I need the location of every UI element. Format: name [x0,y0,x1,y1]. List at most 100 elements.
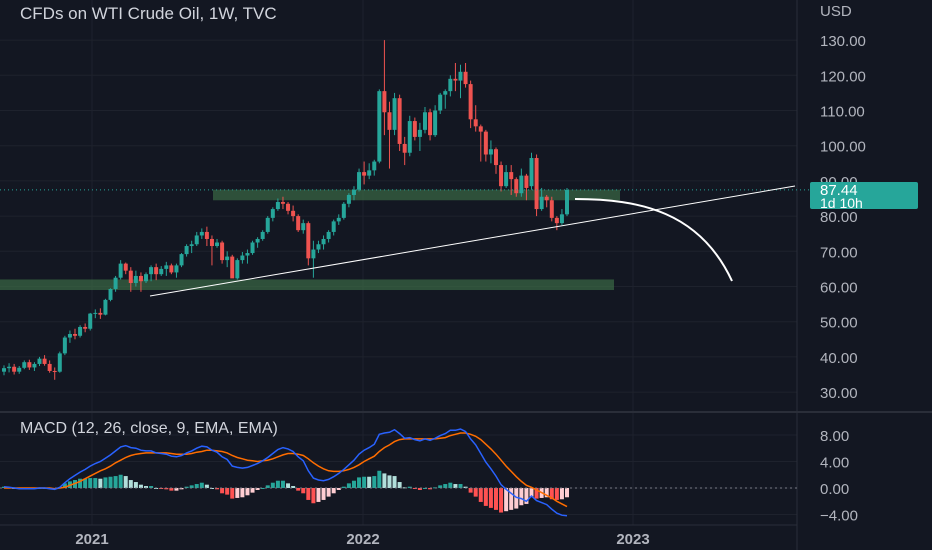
macd-histogram-bar [478,488,483,502]
last-price-value: 87.44 [820,182,858,199]
candle-body [316,244,321,250]
macd-histogram-bar [260,488,265,489]
macd-histogram-bar [144,486,149,488]
candle-body [367,170,372,176]
candle-body [493,149,498,166]
candle-body [428,112,433,136]
macd-histogram-bar [108,476,113,488]
trendline [149,185,796,297]
macd-tick-label: −4.00 [820,508,858,525]
macd-histogram-bar [331,488,336,494]
candle-body [270,209,275,218]
candle-body [377,91,382,162]
candle-body [280,202,285,204]
candle-body [438,94,443,111]
macd-histogram-bar [270,482,275,488]
candle-body [154,267,159,275]
candle-body [326,231,331,239]
macd-histogram-bar [98,478,103,488]
candle-body [443,91,448,95]
macd-histogram-bar [138,484,143,488]
macd-histogram-bar [113,476,118,488]
candle-body [417,129,422,137]
candle-body [301,223,306,231]
macd-histogram-bar [291,486,296,488]
macd-histogram-bar [184,486,189,488]
macd-histogram-bar [377,470,382,488]
macd-histogram-bar [554,488,559,500]
macd-histogram-bar [392,476,397,488]
bar-countdown: 1d 10h [820,195,863,211]
candle-body [204,231,209,239]
macd-histogram-bar [336,488,341,490]
candle-body [52,370,57,372]
candles [2,40,569,380]
macd-histogram-bar [296,488,301,491]
candle-body [296,216,301,231]
macd-signal-line [4,432,568,508]
candle-body [57,353,62,372]
candle-body [387,112,392,130]
macd-histogram-bar [519,488,524,506]
macd-histogram-bar [509,488,514,510]
candle-body [357,172,362,190]
candle-body [336,217,341,222]
candle-body [321,238,326,245]
candle-body [2,368,6,372]
candle-body [554,217,559,224]
price-tick-label: 100.00 [820,139,866,156]
candle-body [260,231,265,239]
macd-histogram-bar [103,477,108,488]
candle-body [265,217,270,232]
candle-body [306,223,311,259]
candle-body [209,238,214,247]
candle-body [174,265,179,273]
macd-title: MACD (12, 26, close, 9, EMA, EMA) [20,420,278,437]
candle-body [73,334,78,336]
macd-histogram-bar [275,480,280,488]
candle-body [62,337,67,354]
price-tick-label: 70.00 [820,244,858,261]
candle-body [179,254,184,266]
macd-histogram-bar [93,478,98,488]
macd-histogram-bar [488,488,493,508]
candle-body [123,263,128,271]
macd-histogram-bar [255,488,260,490]
macd-histogram-bar [189,485,194,488]
candle-body [93,312,98,314]
macd-histogram-bar [402,487,407,489]
macd-histogram-bar [149,486,154,488]
candle-body [88,313,93,329]
macd-histogram-bar [83,478,88,488]
candle-body [407,121,412,153]
candle-body [7,366,12,369]
macd-histogram-bar [118,474,123,488]
candle-body [67,334,72,338]
macd-histogram-bar [483,488,488,506]
macd-histogram-bar [438,485,443,488]
candle-body [504,172,509,187]
macd-histogram-bar [78,478,83,488]
candle-body [422,112,427,130]
candle-body [514,179,519,194]
macd-histogram-bar [382,473,387,488]
macd-histogram-bar [245,488,250,496]
candle-body [458,71,463,81]
macd-histogram-bar [341,486,346,488]
candle-body [565,189,569,215]
macd-histogram-bar [225,488,230,495]
support-zone-1 [0,279,614,291]
price-tick-label: 40.00 [820,350,858,367]
macd-histogram-bar [529,488,534,497]
candle-body [32,363,37,368]
macd-histogram-bar [534,488,539,499]
macd-line [3,428,568,517]
macd-histogram-bar [514,488,519,509]
price-axis: 30.0040.0050.0060.0070.0080.0090.00100.0… [820,33,866,402]
price-tick-label: 60.00 [820,280,858,297]
candle-body [42,358,47,364]
candle-body [255,238,260,243]
macd-histogram-bar [372,476,377,488]
candle-body [453,78,458,81]
